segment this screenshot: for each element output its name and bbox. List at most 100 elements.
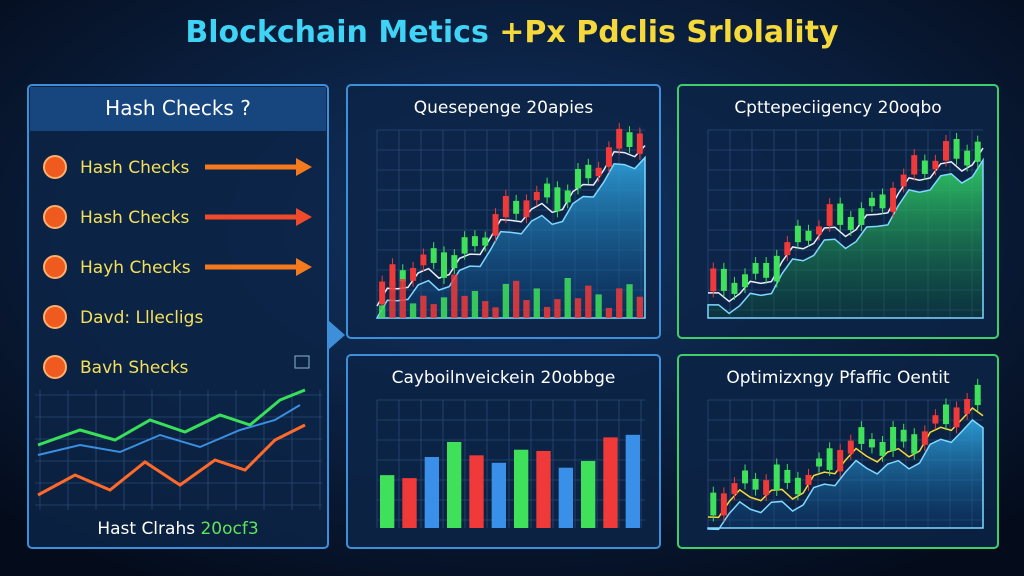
- candle-body: [410, 267, 417, 281]
- candle-body: [420, 254, 427, 266]
- window-icon: [294, 355, 310, 369]
- candle-body: [585, 164, 592, 179]
- candle-body: [575, 168, 581, 189]
- bar: [558, 467, 573, 528]
- candle-body: [932, 160, 939, 170]
- candle-body: [513, 200, 520, 214]
- sidebar-title: Hash Checks ?: [105, 96, 251, 120]
- candle-body: [858, 208, 865, 225]
- volume-bar: [471, 290, 479, 318]
- candle-body: [451, 255, 458, 269]
- volume-bar: [420, 295, 427, 318]
- candle-body: [974, 141, 981, 162]
- volume-bar: [533, 288, 540, 318]
- candle-body: [752, 478, 759, 490]
- candle-body: [974, 384, 981, 406]
- panel-title: Optimizxngy Pfaffic Oentit: [726, 368, 950, 388]
- candle-body: [932, 415, 939, 424]
- volume-bar: [461, 295, 468, 318]
- item-arrowhead: [296, 258, 312, 276]
- panel-title: Quesepenge 20apies: [414, 98, 594, 118]
- chart-grid: [376, 399, 645, 528]
- bar: [625, 434, 640, 528]
- item-label: Davd: Lllecligs: [80, 308, 203, 328]
- candle-body: [710, 268, 717, 292]
- item-icon: [43, 355, 67, 379]
- candle-body: [805, 230, 812, 241]
- volume-bar: [502, 283, 509, 318]
- candle-body: [720, 493, 727, 516]
- volume-bar: [626, 284, 633, 318]
- candle-body: [399, 270, 406, 282]
- candle-body: [379, 281, 386, 305]
- candle-body: [964, 150, 971, 166]
- candle-body: [805, 474, 812, 485]
- bar: [514, 449, 529, 528]
- volume-bar: [389, 281, 396, 318]
- volume-bar: [523, 300, 530, 318]
- volume-bar: [543, 306, 551, 318]
- volume-bar: [482, 301, 489, 318]
- candle-body: [900, 174, 907, 187]
- volume-bar: [430, 304, 437, 318]
- candle-body: [794, 225, 801, 243]
- candle-body: [544, 183, 551, 198]
- volume-bar: [451, 274, 458, 318]
- bar: [380, 475, 395, 528]
- candle-body: [773, 255, 780, 282]
- bar: [536, 450, 551, 528]
- candle-body: [784, 242, 791, 256]
- item-icon: [43, 255, 67, 279]
- volume-bar: [554, 299, 561, 318]
- candle-body: [921, 431, 928, 445]
- bar: [491, 462, 506, 528]
- candle-body: [471, 236, 478, 247]
- sidebar-footer: Hast Clrahs 20ocf3: [97, 519, 258, 539]
- candle-body: [911, 155, 918, 175]
- candle-body: [890, 187, 897, 212]
- candle-body: [742, 274, 749, 288]
- candle-body: [879, 441, 886, 456]
- candle-body: [921, 160, 928, 174]
- panel-title: Cpttepeciigency 20oqbo: [734, 98, 941, 118]
- bar: [447, 441, 462, 528]
- candle-body: [773, 464, 780, 491]
- item-icon: [43, 305, 67, 329]
- candle-body: [441, 252, 447, 278]
- candle-body: [461, 237, 468, 254]
- candle-body: [492, 214, 499, 236]
- item-arrowhead: [296, 208, 312, 226]
- candle-body: [763, 480, 770, 496]
- item-icon: [43, 155, 67, 179]
- candle-body: [731, 282, 738, 294]
- bar: [424, 457, 439, 528]
- candle-body: [953, 138, 960, 159]
- sidebar-panel: [27, 84, 329, 549]
- item-arrowhead: [296, 158, 312, 176]
- area: [707, 157, 984, 319]
- volume-bar: [492, 307, 499, 318]
- item-label: Hash Checks: [80, 208, 190, 228]
- area: [707, 419, 984, 531]
- page-title: Blockchain Metics +Px Pdclis Srlolality: [185, 15, 839, 50]
- candle-body: [868, 439, 875, 448]
- volume-bar: [564, 277, 571, 318]
- candle-body: [533, 191, 540, 201]
- candle-body: [858, 427, 865, 444]
- trend-line: [37, 388, 306, 447]
- bar: [402, 478, 417, 528]
- candle-body: [720, 268, 727, 291]
- candle-body: [742, 470, 749, 484]
- candle-body: [763, 262, 770, 278]
- candle-body: [595, 167, 602, 177]
- candle-body: [430, 248, 437, 263]
- item-icon: [43, 205, 67, 229]
- volume-bar: [379, 305, 386, 318]
- candle-body: [879, 194, 886, 209]
- candle-body: [900, 429, 907, 442]
- candle-body: [626, 132, 633, 147]
- candle-body: [616, 128, 623, 149]
- panel-title: Cayboilnveickein 20obbge: [392, 368, 616, 388]
- volume-bar: [513, 280, 520, 318]
